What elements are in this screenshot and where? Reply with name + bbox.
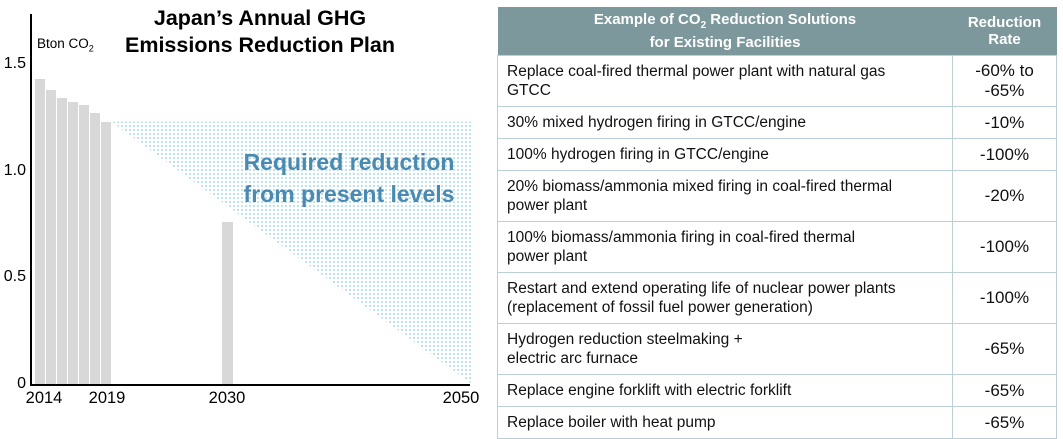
table-header-row: Example of CO2 Reduction Solutions for E…: [497, 7, 1057, 56]
solutions-table: Example of CO2 Reduction Solutions for E…: [497, 7, 1057, 439]
rate-cell: -100%: [952, 272, 1057, 324]
rate-cell: -60% to -65%: [952, 55, 1057, 107]
table-row: 30% mixed hydrogen firing in GTCC/engine…: [497, 106, 1057, 139]
y-axis: [30, 14, 32, 385]
emissions-bar: [46, 89, 56, 384]
rate-cell: -20%: [952, 170, 1057, 222]
emissions-bar: [57, 98, 67, 384]
solution-cell: Replace boiler with heat pump: [497, 406, 953, 439]
y-tick-label: 0: [17, 375, 26, 392]
solution-cell: Replace engine forklift with electric fo…: [497, 374, 953, 407]
x-tick-label: 2030: [208, 389, 246, 407]
y-tick-label: 1.5: [3, 55, 26, 73]
emissions-bar: [90, 113, 100, 384]
emissions-chart: Required reduction from present levels J…: [0, 0, 497, 436]
emissions-bar: [79, 104, 89, 384]
table-row: Replace boiler with heat pump -65%: [497, 406, 1057, 439]
table-row: Hydrogen reduction steelmaking + electri…: [497, 323, 1057, 375]
target-2030-bar: [221, 221, 233, 384]
y-tick-label: 1.0: [3, 161, 26, 179]
x-tick-label: 2019: [88, 389, 126, 407]
rate-cell: -65%: [952, 323, 1057, 375]
y-axis-unit-label: Bton CO2: [37, 36, 94, 54]
emissions-bar: [101, 121, 111, 384]
reduction-annotation: Required reduction from present levels: [243, 149, 455, 207]
chart-title-line1: Japan’s Annual GHG: [153, 6, 367, 30]
x-tick-label: 2014: [25, 389, 63, 407]
solution-cell: 20% biomass/ammonia mixed firing in coal…: [497, 170, 953, 222]
emissions-bar: [35, 78, 45, 384]
table-row: 20% biomass/ammonia mixed firing in coal…: [497, 170, 1057, 222]
solution-cell: Replace coal-fired thermal power plant w…: [497, 55, 953, 107]
solution-cell: 100% biomass/ammonia firing in coal-fire…: [497, 221, 953, 273]
table-row: Restart and extend operating life of nuc…: [497, 272, 1057, 324]
solution-cell: Hydrogen reduction steelmaking + electri…: [497, 323, 953, 375]
rate-cell: -65%: [952, 406, 1057, 439]
table-row: Replace engine forklift with electric fo…: [497, 374, 1057, 407]
rate-cell: -65%: [952, 374, 1057, 407]
emissions-bar: [68, 102, 78, 384]
x-axis: [30, 384, 470, 386]
solutions-column-header: Example of CO2 Reduction Solutions for E…: [497, 7, 953, 56]
table-row: Replace coal-fired thermal power plant w…: [497, 55, 1057, 107]
rate-cell: -100%: [952, 138, 1057, 171]
rate-cell: -10%: [952, 106, 1057, 139]
solution-cell: 30% mixed hydrogen firing in GTCC/engine: [497, 106, 953, 139]
y-tick-label: 0.5: [3, 268, 26, 286]
table-row: 100% hydrogen firing in GTCC/engine -100%: [497, 138, 1057, 171]
solution-cell: 100% hydrogen firing in GTCC/engine: [497, 138, 953, 171]
solution-cell: Restart and extend operating life of nuc…: [497, 272, 953, 324]
chart-title-line2: Emissions Reduction Plan: [125, 33, 395, 57]
x-tick-label: 2050: [442, 389, 480, 407]
rate-column-header: Reduction Rate: [952, 7, 1057, 56]
chart-title: Japan’s Annual GHG Emissions Reduction P…: [100, 5, 420, 59]
table-row: 100% biomass/ammonia firing in coal-fire…: [497, 221, 1057, 273]
rate-cell: -100%: [952, 221, 1057, 273]
